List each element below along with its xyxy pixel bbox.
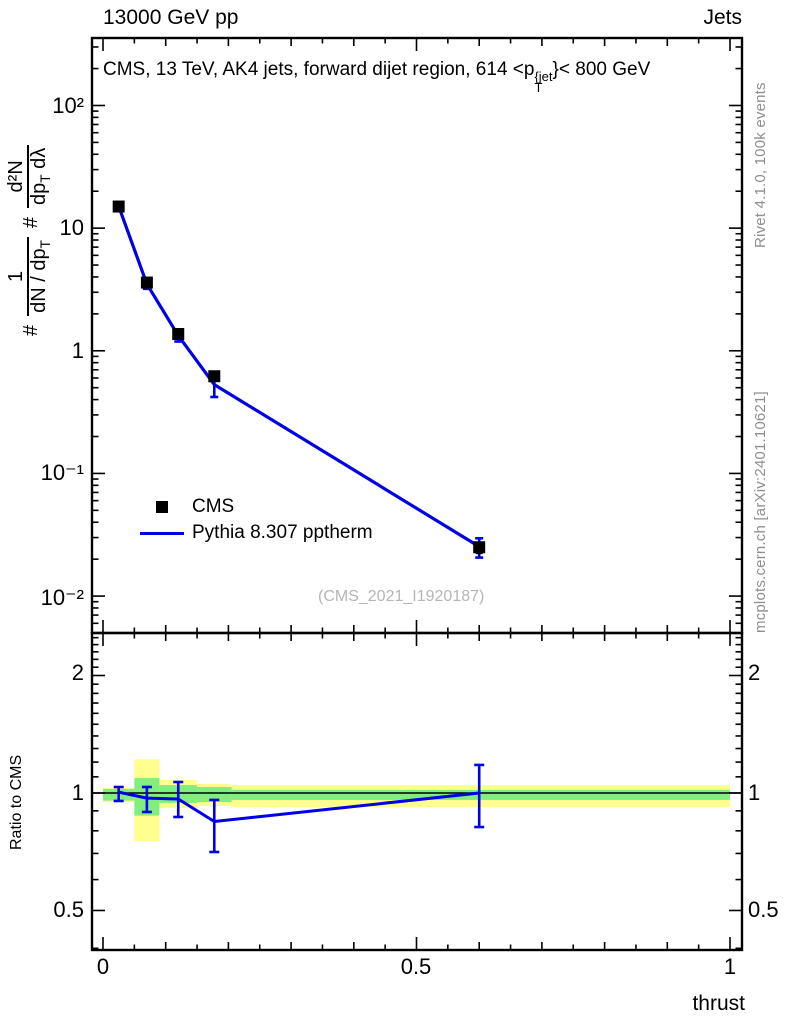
- ytick-label-ratio-0p5-left: 0.5: [53, 897, 84, 922]
- legend: CMS Pythia 8.307 pptherm: [140, 494, 373, 546]
- plot-title-suffix: }< 800 GeV: [552, 59, 651, 80]
- ytick-label-ratio-2-right: 2: [748, 660, 761, 685]
- header-beam-energy: 13000 GeV pp: [103, 6, 239, 29]
- xtick-label-0: 0: [96, 954, 110, 979]
- main-series-cms: [112, 200, 486, 555]
- ytick-label-main-0p1: 10⁻¹: [40, 460, 84, 485]
- plot-title-text: CMS, 13 TeV, AK4 jets, forward dijet reg…: [103, 59, 535, 80]
- sidebar-rivet-version: Rivet 4.1.0, 100k events: [752, 82, 769, 248]
- axis-ticks: [92, 38, 742, 950]
- ytick-label-ratio-1-left: 1: [71, 780, 84, 805]
- legend-item-pythia: Pythia 8.307 pptherm: [140, 520, 373, 546]
- plot-title-sub: T: [534, 80, 543, 95]
- ylabel-frac1-num: 1: [5, 270, 27, 283]
- ytick-label-ratio-1-right: 1: [748, 780, 761, 805]
- ytick-label-main-0p01: 10⁻²: [40, 585, 84, 610]
- watermark-analysis-id: (CMS_2021_I1920187): [318, 588, 485, 605]
- ylabel-frac2-num: d²N: [5, 160, 27, 193]
- plot-title-supsub: {jet T: [534, 69, 553, 95]
- sidebar-mcplots-ref: mcplots.cern.ch [arXiv:2401.10621]: [752, 391, 769, 633]
- ylabel-hash-1: #: [19, 324, 42, 336]
- legend-label-cms: CMS: [192, 496, 235, 517]
- x-axis-label: thrust: [692, 992, 745, 1015]
- legend-label-pythia: Pythia 8.307 pptherm: [192, 522, 373, 543]
- ylabel-fraction-2: d²N dpT dλ: [5, 144, 56, 208]
- cms-square-marker-icon: [140, 501, 184, 513]
- legend-item-cms: CMS: [140, 494, 373, 520]
- ytick-label-ratio-2-left: 2: [71, 660, 84, 685]
- plot-title: CMS, 13 TeV, AK4 jets, forward dijet reg…: [103, 59, 651, 95]
- ylabel-frac2-den: dpT dλ: [27, 144, 56, 208]
- ratio-series-pythia: [113, 763, 485, 854]
- ylabel-frac1-den: dN / dpT: [27, 237, 56, 316]
- xtick-label-0p5: 0.5: [400, 954, 432, 979]
- ylabel-fraction-1: 1 dN / dpT: [5, 237, 56, 316]
- pythia-line-marker-icon: [140, 531, 184, 535]
- ytick-label-ratio-0p5-right: 0.5: [748, 897, 779, 922]
- ytick-label-main-100: 10²: [52, 93, 84, 118]
- plot-title-sup: {jet: [534, 69, 553, 84]
- ytick-label-main-1: 1: [71, 338, 84, 363]
- ytick-label-main-10: 10: [59, 215, 84, 240]
- xtick-label-1: 1: [723, 954, 737, 979]
- header-analysis-group: Jets: [703, 6, 742, 29]
